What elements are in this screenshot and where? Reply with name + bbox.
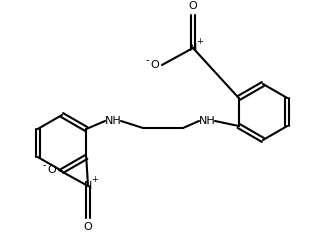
Text: +: +: [92, 175, 99, 184]
Text: O: O: [151, 60, 159, 70]
Text: -: -: [42, 160, 46, 170]
Text: O: O: [48, 165, 56, 175]
Text: O: O: [188, 1, 197, 11]
Text: -: -: [145, 55, 149, 65]
Text: NH: NH: [105, 116, 121, 126]
Text: N: N: [84, 181, 92, 191]
Text: +: +: [196, 38, 204, 46]
Text: N: N: [189, 43, 197, 53]
Text: NH: NH: [199, 116, 215, 126]
Text: O: O: [84, 222, 92, 232]
